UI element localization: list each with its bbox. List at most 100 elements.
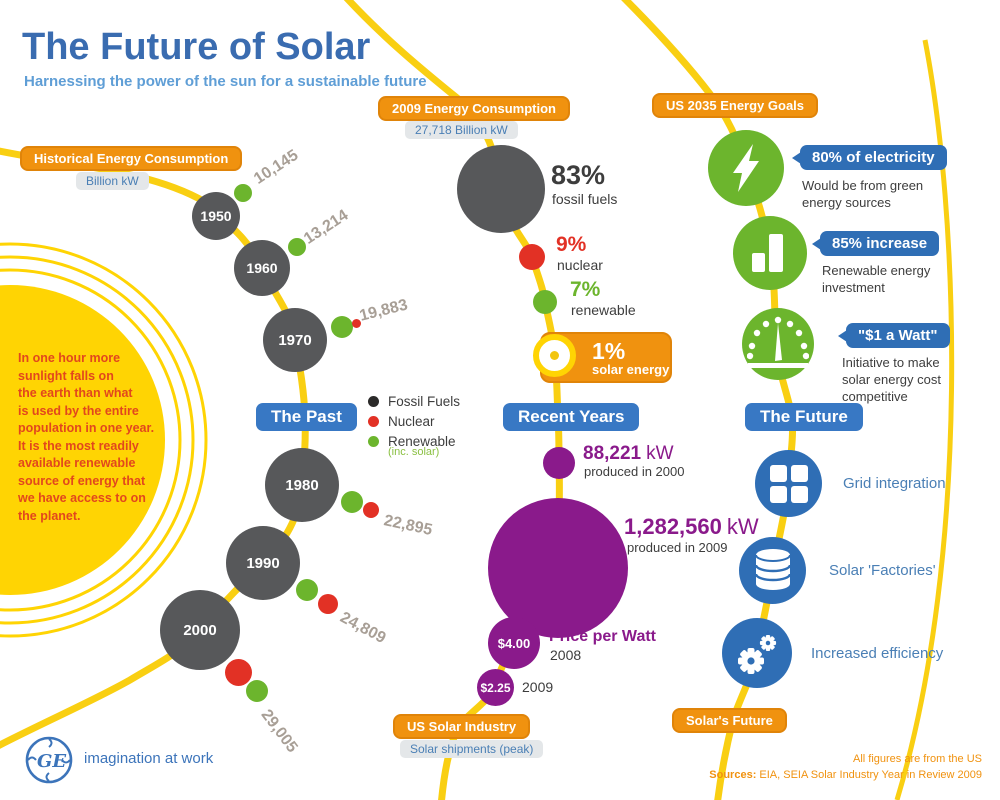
- value: 88,221: [583, 443, 642, 464]
- fossil-legend-label: Fossil Fuels: [388, 394, 461, 409]
- sun-ring-2: [0, 255, 195, 625]
- era-badge-past: The Past: [256, 403, 357, 431]
- solar-sun-icon: [533, 334, 576, 377]
- price: $4.00: [497, 635, 531, 651]
- price-2008-year: 2008: [550, 647, 582, 663]
- fossil-circle: [457, 145, 545, 233]
- renewable-pct: 7%: [570, 278, 601, 301]
- year-circle-1990: 1990: [226, 526, 300, 600]
- goal3-badge: "$1 a Watt": [838, 323, 950, 348]
- year-label: 1980: [285, 476, 319, 494]
- nuclear-dot-1990: [318, 594, 338, 614]
- price-2009-year: 2009: [522, 679, 554, 695]
- sun-ring-1: [0, 268, 182, 612]
- renewable-dot-1970: [331, 316, 353, 338]
- era-badge-future: The Future: [745, 403, 863, 431]
- historical-header-badge: Historical Energy Consumption: [20, 146, 243, 171]
- future-item2-label: Solar 'Factories': [829, 562, 936, 579]
- future-footer-badge: Solar's Future: [672, 708, 787, 733]
- nuclear-dot-2000: [225, 659, 252, 686]
- sun-shape: [0, 285, 165, 595]
- renewable-dot-1950: [234, 184, 252, 202]
- year-label: 1960: [246, 260, 278, 276]
- era-badge-recent: Recent Years: [503, 403, 640, 431]
- nuclear-circle: [519, 244, 545, 270]
- ge-logo: GE: [24, 735, 74, 790]
- year-label: 2000: [183, 621, 217, 639]
- price-2009-circle: $2.25: [477, 669, 514, 706]
- page-title: The Future of Solar: [22, 26, 371, 68]
- grid-icon: [769, 464, 808, 503]
- sources-label: Sources:: [709, 768, 757, 781]
- goal1-circle: [708, 130, 784, 206]
- sources-line2: Sources: EIA, SEIA Solar Industry Year i…: [709, 768, 982, 784]
- sources-note: All figures are from the US Sources: EIA…: [709, 752, 982, 784]
- produced-2009-value: 1,282,560 kW: [624, 514, 759, 540]
- renewable-legend-note: (inc. solar): [388, 446, 440, 458]
- goal2-circle: [733, 216, 807, 290]
- future-item2-circle: [739, 537, 806, 604]
- present-footer-badge: US Solar Industry: [393, 714, 531, 739]
- ge-tagline: imagination at work: [84, 750, 214, 767]
- nuclear-legend-dot: [368, 416, 379, 427]
- gauge-icon: [747, 316, 809, 368]
- year-label: 1970: [278, 331, 312, 349]
- price-2008-circle: $4.00: [488, 617, 540, 669]
- sun-core: [550, 351, 559, 360]
- bar-chart-icon: [752, 234, 783, 272]
- unit: kW: [726, 514, 759, 539]
- produced-2009-circle: [488, 498, 628, 638]
- database-icon: [754, 548, 791, 590]
- gears-icon: [738, 634, 777, 674]
- nuclear-legend-label: Nuclear: [388, 414, 435, 429]
- price: $2.25: [480, 680, 511, 695]
- fossil-pct: 83%: [551, 160, 606, 190]
- future-header-badge: US 2035 Energy Goals: [652, 93, 819, 118]
- goal1-badge: 80% of electricity: [792, 145, 947, 170]
- year-label: 1950: [200, 208, 232, 224]
- nuclear-pct: 9%: [556, 233, 587, 256]
- ge-monogram-icon: GE: [25, 736, 73, 784]
- present-total-badge: 27,718 Billion kW: [405, 121, 518, 139]
- future-item1-circle: [755, 450, 822, 517]
- goal2-desc: Renewable energy investment: [822, 263, 931, 296]
- fossil-legend-dot: [368, 396, 379, 407]
- goal3-circle: [742, 308, 814, 380]
- goal3-desc: Initiative to make solar energy cost com…: [842, 355, 941, 405]
- lightning-icon: [733, 144, 759, 192]
- legend: Fossil Fuels Nuclear Renewable (inc. sol…: [368, 394, 460, 458]
- sun-fact-text: In one hour more sunlight falls on the e…: [18, 351, 155, 523]
- unit: kW: [646, 443, 674, 464]
- solar-pct: 1%: [592, 338, 626, 364]
- nuclear-dot-1970: [352, 319, 361, 328]
- historical-unit-badge: Billion kW: [76, 172, 149, 190]
- renewable-dot-1980: [341, 491, 363, 513]
- sources-text: EIA, SEIA Solar Industry Year in Review …: [756, 768, 982, 781]
- renewable-dot-1960: [288, 238, 306, 256]
- sources-line1: All figures are from the US: [853, 753, 982, 765]
- renewable-dot-2000: [246, 680, 268, 702]
- goal2-badge: 85% increase: [811, 231, 940, 256]
- solar-label: solar energy: [592, 362, 670, 377]
- renewable-legend-dot: [368, 436, 379, 447]
- goal1-desc: Would be from green energy sources: [802, 178, 924, 211]
- year-label: 1990: [246, 554, 280, 572]
- sun-ring-3: [0, 242, 208, 638]
- year-circle-1970: 1970: [263, 308, 327, 372]
- future-item1-label: Grid integration: [843, 475, 946, 492]
- present-footer-sub-badge: Solar shipments (peak): [400, 740, 544, 758]
- produced-2000-label: produced in 2000: [584, 464, 685, 479]
- year-circle-2000: 2000: [160, 590, 240, 670]
- future-item3-label: Increased efficiency: [811, 645, 944, 662]
- year-circle-1960: 1960: [234, 240, 290, 296]
- produced-2000-circle: [543, 447, 575, 479]
- svg-text:GE: GE: [37, 751, 66, 772]
- year-circle-1950: 1950: [192, 192, 240, 240]
- outer-arc: [894, 39, 955, 800]
- produced-2000-value: 88,221 kW: [583, 443, 674, 465]
- future-item3-circle: [722, 618, 792, 688]
- fossil-label: fossil fuels: [552, 191, 618, 207]
- page-subtitle: Harnessing the power of the sun for a su…: [24, 73, 427, 90]
- nuclear-label: nuclear: [557, 257, 603, 273]
